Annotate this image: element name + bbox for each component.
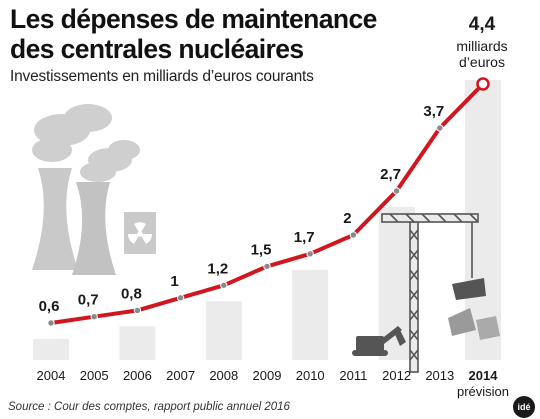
x-tick-label: 2012 [382, 368, 411, 383]
data-label: 1,7 [294, 229, 315, 246]
crane-icon [381, 213, 479, 373]
data-label: 2,7 [380, 166, 401, 183]
cooling-tower-icon [32, 168, 78, 270]
data-point [263, 262, 271, 271]
data-point [133, 306, 142, 315]
x-tick-label: 2014 [469, 368, 499, 383]
chart-title-line-2: des centrales nucléaires [10, 34, 304, 64]
data-label: 1,2 [207, 260, 228, 277]
x-tick-label: 2010 [296, 368, 325, 383]
background-bar [119, 326, 156, 360]
data-label: 0,8 [121, 285, 142, 302]
data-point [176, 294, 185, 302]
cooling-tower-icon [72, 182, 116, 275]
data-point-forecast [476, 77, 490, 91]
x-tick-sublabel: prévision [457, 384, 509, 399]
steam-cloud-icon [32, 104, 140, 182]
data-label: 1 [170, 273, 178, 290]
x-tick-label: 2004 [37, 368, 66, 383]
x-tick-label: 2009 [253, 368, 282, 383]
x-tick-label: 2008 [209, 368, 238, 383]
source-note: Source : Cour des comptes, rapport publi… [8, 401, 290, 413]
data-point [220, 281, 228, 289]
chart-subtitle: Investissements en milliards d’euros cou… [10, 68, 314, 85]
construction-illustration [352, 213, 500, 373]
data-point [349, 231, 358, 239]
x-axis: 2004 2005 2006 2007 2008 2009 2010 2011 2012 2013… [37, 368, 509, 399]
data-label: 0,6 [39, 298, 60, 315]
radiation-icon [127, 222, 153, 244]
chart-title: Les dépenses de maintenance des centrale… [10, 4, 410, 64]
data-point [90, 313, 98, 321]
background-bar [292, 269, 329, 360]
background-bar [205, 301, 242, 360]
data-labels: 0,6 0,7 0,8 1 1,2 1,5 1,7 2 2,7 3,7 4,4 milliardsd’… [39, 14, 508, 315]
x-tick-label: 2013 [425, 368, 454, 383]
data-label: 0,7 [78, 292, 99, 309]
data-point [47, 319, 55, 327]
data-label: 4,4 [469, 14, 496, 35]
background-bar [33, 339, 69, 360]
forecast-unit-label: d’euros [459, 54, 505, 70]
data-label: 3,7 [423, 103, 444, 120]
data-point [392, 187, 401, 195]
x-tick-label: 2005 [80, 368, 109, 383]
cooling-towers-illustration [32, 104, 156, 275]
x-tick-label: 2006 [123, 368, 152, 383]
forecast-unit-label: milliards [456, 38, 507, 54]
data-point [436, 124, 444, 132]
data-label: 1,5 [251, 241, 272, 258]
x-tick-label: 2011 [339, 368, 367, 383]
data-markers [47, 77, 490, 327]
excavator-icon [352, 326, 406, 356]
chart-title-line-1: Les dépenses de maintenance [10, 4, 377, 34]
data-label: 2 [343, 210, 351, 227]
data-point [306, 250, 314, 258]
demolition-debris-icon [448, 278, 500, 340]
x-tick-label: 2007 [166, 368, 195, 383]
publisher-logo: idé [513, 396, 535, 418]
